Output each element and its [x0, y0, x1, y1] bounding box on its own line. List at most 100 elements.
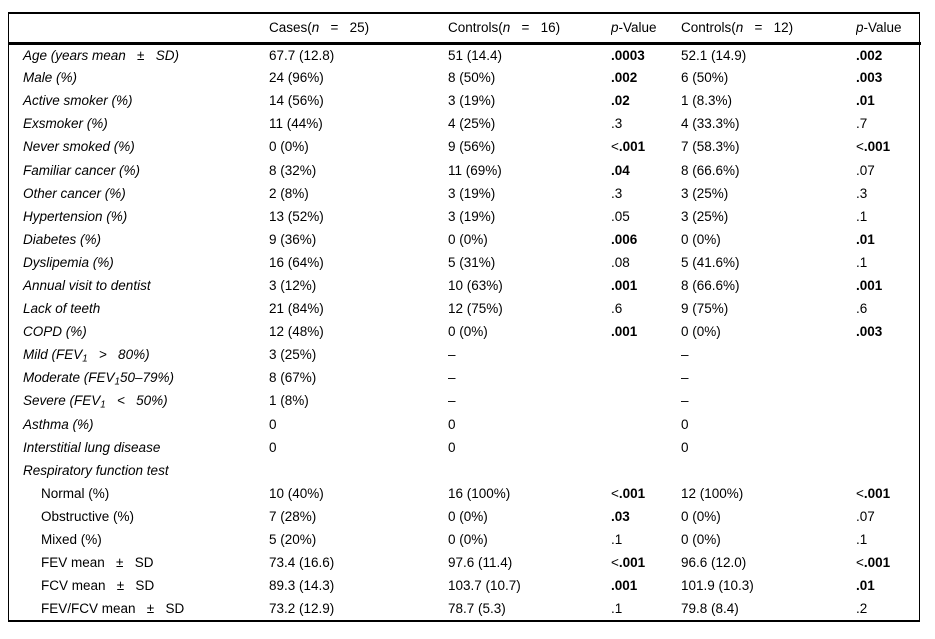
cell-controls-12: – — [681, 347, 689, 363]
cell-controls-16: 3 (19%) — [448, 208, 496, 224]
table-row: Severe (FEV1 < 50%) 1 (8%) – – — [9, 389, 921, 412]
cell-controls-12: 79.8 (8.4) — [681, 601, 739, 617]
table-row: Dyslipemia (%) 16 (64%) 5 (31%) .08 5 (41.6%… — [9, 251, 921, 274]
header-text-segment: Controls( — [448, 20, 503, 36]
cell-p-value-1: .3 — [611, 185, 623, 201]
cell-controls-12: 3 (25%) — [681, 185, 729, 201]
cell-cases: 0 — [269, 439, 277, 455]
cell-controls-12: 0 (0%) — [681, 532, 721, 548]
cell-controls-12: 8 (66.6%) — [681, 277, 740, 293]
clinical-comparison-table: Cases(n = 25) Controls(n = 16) p-Value Cont… — [8, 12, 921, 623]
cell-cases: 10 (40%) — [269, 485, 324, 501]
cell-p-value-1: <.001 — [611, 139, 646, 155]
cell-controls-16: – — [448, 370, 456, 386]
cell-cases: 0 (0%) — [269, 139, 309, 155]
cell-p-value-2: .3 — [856, 185, 868, 201]
cell-p-value-2 — [856, 343, 921, 366]
table-row: FEV/FCV mean ± SD 73.2 (12.9) 78.7 (5.3) .1… — [9, 597, 921, 620]
cell-p-value-1 — [611, 366, 681, 389]
cell-cases: 5 (20%) — [269, 532, 317, 548]
cell-controls-16: 0 (0%) — [448, 532, 488, 548]
header-text-segment: = 25) — [319, 20, 370, 36]
cell-p-value-2: .01 — [856, 231, 875, 247]
table-row: Hypertension (%) 13 (52%) 3 (19%) .05 3 (25%… — [9, 205, 921, 228]
row-label: Dyslipemia (%) — [23, 254, 114, 270]
cell-p-value-1 — [611, 389, 681, 412]
cell-controls-12: 7 (58.3%) — [681, 139, 740, 155]
table-row: Mild (FEV1 > 80%) 3 (25%) – – — [9, 343, 921, 366]
cell-p-value-1: .1 — [611, 532, 623, 548]
cell-cases: 2 (8%) — [269, 185, 309, 201]
cell-controls-12: 0 (0%) — [681, 508, 721, 524]
table-row: Active smoker (%) 14 (56%) 3 (19%) .02 1 (8.… — [9, 89, 921, 112]
p-value-1-header: p-Value — [611, 14, 681, 43]
cell-p-value-1: .006 — [611, 231, 638, 247]
row-label: Other cancer (%) — [23, 185, 126, 201]
row-label: Moderate (FEV150–79%) — [23, 370, 174, 388]
cell-controls-16: 3 (19%) — [448, 185, 496, 201]
cell-p-value-1 — [611, 459, 681, 482]
table-row: Age (years mean ± SD) 67.7 (12.8) 51 (14.4… — [9, 43, 921, 66]
cell-controls-12: 0 (0%) — [681, 324, 721, 340]
table-body: Age (years mean ± SD) 67.7 (12.8) 51 (14.4… — [9, 43, 921, 620]
header-text-segment: p — [856, 20, 864, 36]
header-text-segment: Cases( — [269, 20, 312, 36]
cell-p-value-2: <.001 — [856, 139, 891, 155]
row-label-header — [9, 14, 269, 43]
cell-controls-16: 4 (25%) — [448, 116, 496, 132]
cell-p-value-2: <.001 — [856, 485, 891, 501]
row-label: FCV mean ± SD — [41, 578, 155, 594]
cell-p-value-2: .01 — [856, 93, 875, 109]
cell-cases: 8 (32%) — [269, 162, 317, 178]
cell-controls-16: – — [448, 347, 456, 363]
cell-p-value-1: .6 — [611, 301, 623, 317]
cell-p-value-1: .08 — [611, 254, 630, 270]
table-row: Diabetes (%) 9 (36%) 0 (0%) .006 0 (0%) .01 — [9, 228, 921, 251]
cell-cases: 14 (56%) — [269, 93, 324, 109]
cell-controls-12 — [681, 459, 856, 482]
header-text-segment: = 12) — [743, 20, 794, 36]
cell-cases: 12 (48%) — [269, 324, 324, 340]
cell-p-value-1: <.001 — [611, 485, 646, 501]
cell-p-value-2: .003 — [856, 70, 883, 86]
cell-controls-12: – — [681, 393, 689, 409]
header-text-segment: n — [502, 20, 511, 36]
table-row: Mixed (%) 5 (20%) 0 (0%) .1 0 (0%) .1 — [9, 528, 921, 551]
cell-controls-12: 6 (50%) — [681, 70, 729, 86]
cell-controls-16: 10 (63%) — [448, 277, 503, 293]
cell-p-value-1: .02 — [611, 93, 630, 109]
controls-12-header: Controls(n = 12) — [681, 14, 856, 43]
header-text-segment: n — [311, 20, 320, 36]
cell-cases: 67.7 (12.8) — [269, 47, 335, 63]
table-row: FEV mean ± SD 73.4 (16.6) 97.6 (11.4) <.001… — [9, 551, 921, 574]
cell-cases: 11 (44%) — [269, 116, 323, 132]
cell-p-value-1: .001 — [611, 324, 638, 340]
row-label: Familiar cancer (%) — [23, 162, 141, 178]
cell-controls-12: 9 (75%) — [681, 301, 729, 317]
row-label: Never smoked (%) — [23, 139, 135, 155]
cell-p-value-2: .01 — [856, 578, 875, 594]
row-label: Annual visit to dentist — [23, 277, 151, 293]
table-row: Exsmoker (%) 11 (44%) 4 (25%) .3 4 (33.3%) .7 — [9, 112, 921, 135]
row-label: COPD (%) — [23, 324, 87, 340]
cell-controls-12: 52.1 (14.9) — [681, 47, 747, 63]
cell-p-value-2: .6 — [856, 301, 868, 317]
cell-controls-16: 0 — [448, 416, 456, 432]
cell-controls-12: 3 (25%) — [681, 208, 729, 224]
cell-controls-12: 0 — [681, 439, 689, 455]
cell-cases: 9 (36%) — [269, 231, 317, 247]
table-row: Annual visit to dentist 3 (12%) 10 (63%) .0… — [9, 274, 921, 297]
header-text-segment: n — [735, 20, 744, 36]
header-text-segment: p — [611, 20, 619, 36]
controls-16-header: Controls(n = 16) — [448, 14, 611, 43]
cell-p-value-2 — [856, 389, 921, 412]
cell-controls-12: 0 (0%) — [681, 231, 721, 247]
row-label: Interstitial lung disease — [23, 439, 161, 455]
cell-cases: 16 (64%) — [269, 254, 324, 270]
cell-p-value-2: .1 — [856, 208, 868, 224]
cell-controls-16: 0 — [448, 439, 456, 455]
cell-controls-16 — [448, 459, 611, 482]
row-label: Obstructive (%) — [41, 508, 135, 524]
row-label: Diabetes (%) — [23, 231, 102, 247]
table-row: Obstructive (%) 7 (28%) 0 (0%) .03 0 (0%) .07 — [9, 505, 921, 528]
